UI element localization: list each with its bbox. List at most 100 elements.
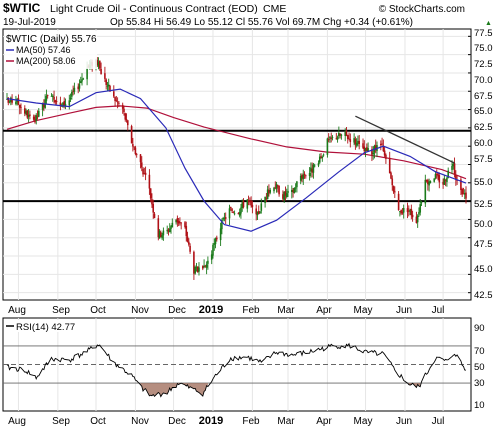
price-bar-body [25,111,27,114]
price-bar-body [125,118,128,120]
price-bar-body [233,213,236,215]
price-bar-body [268,189,270,194]
price-tick-label: 52.5 [474,199,493,210]
price-bar-body [463,193,466,195]
price-bar-body [36,116,39,118]
price-bar-body [410,208,413,216]
price-bar-body [354,139,357,145]
price-bar-body [55,100,58,102]
price-bar-body [8,101,11,103]
instrument-title: Light Crude Oil - Continuous Contract (E… [50,3,258,15]
price-bar-body [329,136,331,139]
price-bar-body [62,102,64,107]
price-bar-body [195,267,198,269]
price-bar-body [81,79,83,82]
price-bar-body [114,97,116,102]
price-bar-body [372,152,374,155]
price-tick-label: 72.5 [474,59,493,70]
price-bar-body [367,148,369,152]
quote-line: Op 55.84 Hi 56.49 Lo 55.12 Cl 55.76 Vol … [110,17,413,28]
price-bar-body [318,156,321,163]
price-bar-body [189,245,191,252]
price-bar-body [24,108,26,114]
price-bar-body [207,260,209,264]
price-bar-body [6,99,8,100]
price-bar-body [364,147,367,151]
price-bar-body [73,87,76,92]
price-bar-body [345,130,348,136]
ma200-line [6,105,467,180]
price-bar-body [160,232,162,238]
price-bar-body [299,175,302,181]
price-bar-body [275,184,278,189]
price-bar-body [256,211,259,216]
price-bar-body [185,225,188,237]
price-bar-body [321,156,324,159]
rsi-reference-lines [3,345,471,384]
price-bar-body [327,139,330,141]
price-bar-body [363,146,366,152]
price-bar-body [158,231,161,239]
price-bar-body [399,211,401,212]
price-bar-body [167,229,170,232]
price-bar-body [264,196,266,204]
price-tick-label: 60.0 [474,138,493,149]
legend-label-ma200: MA(200) 58.06 [16,56,76,66]
price-bar-body [265,198,268,199]
x-tick-label: Nov [131,305,149,316]
price-bar-body [411,214,414,218]
price-bar-body [193,251,195,274]
price-bar-body [357,140,359,144]
price-bar-body [231,208,233,211]
price-tick-label: 77.5 [474,28,493,39]
price-bar-body [409,209,411,212]
price-bar-body [380,143,382,145]
trendline-layer [355,115,455,164]
price-bar-body [124,113,127,120]
price-bar-body [250,200,252,206]
price-bar-body [71,91,73,97]
price-bar-body [371,149,373,155]
price-bar-body [330,138,333,139]
price-bar-body [41,103,44,110]
price-bar-body [303,173,306,176]
price-bar-body [465,192,467,199]
price-bar-body [353,138,355,143]
x-tick-label: Dec [168,305,186,316]
price-bar-body [175,219,177,223]
price-bar-body [310,167,312,172]
price-bar-body [100,68,102,75]
price-bar-body [362,143,364,148]
price-bar-body [451,166,453,170]
price-bar-body [15,101,17,105]
price-bar-body [123,108,125,112]
rsi-x-tick-label: Mar [277,416,295,427]
price-bar-body [32,116,35,120]
price-bar-body [157,218,160,238]
price-bar-body [37,110,40,117]
price-bar-body [446,177,448,183]
price-bar-body [105,79,107,85]
x-tick-label: Aug [8,305,26,316]
price-bar-body [97,61,100,67]
price-bar-body [118,102,120,104]
price-bar-body [429,181,432,184]
price-bar-body [277,185,279,187]
price-bar-body [143,173,146,175]
price-bar-body [34,119,36,123]
rsi-legend-label: RSI(14) 42.77 [16,322,75,333]
price-bar-body [46,95,49,96]
price-bar-body [132,144,134,147]
price-bar-body [140,162,143,168]
price-bar-body [223,217,226,219]
price-bar-body [407,210,410,212]
price-tick-label: 55.0 [474,177,493,188]
price-bar-body [293,187,296,193]
price-bar-body [113,91,115,97]
ma200-layer [6,105,467,180]
price-bar-body [313,165,316,167]
price-bar-body [455,174,457,180]
rsi-x-tick-label: May [354,416,373,427]
